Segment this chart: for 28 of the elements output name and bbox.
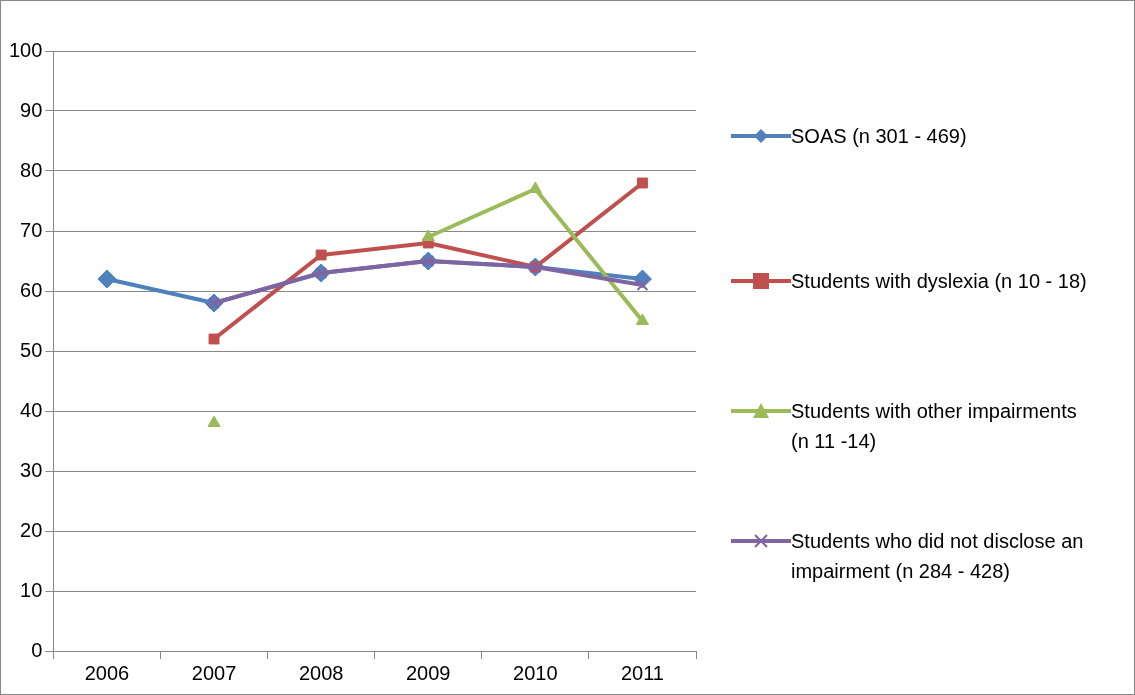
point: [315, 249, 327, 261]
point: [637, 177, 648, 189]
legend-label: Students with other impairments (n 11 -14): [791, 399, 1078, 454]
legend-label: SOAS (n 301 - 469): [791, 124, 968, 149]
legend-label: Students who did not disclose an impairment (n 284 - 428): [791, 529, 1085, 584]
x-tick-label: 2008: [298, 661, 344, 684]
y-tick-label: 20: [20, 518, 43, 541]
y-tick-label: 90: [20, 98, 43, 121]
y-tick-label: 0: [31, 638, 43, 661]
x-tick-label: 2011: [620, 661, 664, 684]
point: [208, 333, 220, 345]
point: [207, 415, 221, 427]
y-tick-label: 80: [20, 158, 43, 181]
legend-label: Students with dyslexia (n 10 - 18): [791, 269, 1088, 294]
y-tick-label: 60: [20, 278, 43, 301]
point: [97, 269, 117, 289]
point: [421, 229, 435, 241]
x-tick-label: 2007: [191, 661, 237, 684]
x-tick-label: 2010: [513, 661, 558, 684]
y-tick-label: 10: [20, 578, 43, 601]
x-tick-label: 2006: [84, 661, 130, 684]
y-tick-label: 100: [8, 38, 43, 61]
x-tick-label: 2009: [405, 661, 451, 684]
y-tick-label: 50: [20, 338, 43, 361]
y-tick-label: 30: [20, 458, 43, 481]
point: [635, 313, 650, 325]
y-tick-label: 40: [20, 398, 43, 421]
y-tick-label: 70: [20, 218, 43, 241]
